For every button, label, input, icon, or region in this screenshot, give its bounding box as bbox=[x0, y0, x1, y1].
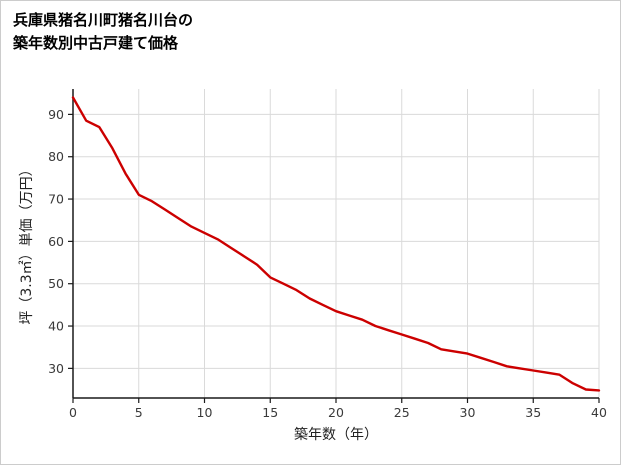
x-tick-label: 5 bbox=[135, 405, 143, 420]
y-tick-label: 90 bbox=[48, 107, 64, 122]
chart-title: 兵庫県猪名川町猪名川台の 築年数別中古戸建て価格 bbox=[13, 9, 193, 56]
y-tick-label: 60 bbox=[48, 234, 64, 249]
y-tick-label: 70 bbox=[48, 192, 64, 207]
chart-title-line1: 兵庫県猪名川町猪名川台の bbox=[13, 11, 194, 29]
x-tick-label: 0 bbox=[69, 405, 77, 420]
x-tick-label: 25 bbox=[394, 405, 410, 420]
y-tick-label: 80 bbox=[48, 149, 64, 164]
x-axis-title: 築年数（年） bbox=[294, 427, 378, 443]
x-tick-label: 30 bbox=[460, 405, 476, 420]
x-tick-label: 10 bbox=[197, 405, 213, 420]
y-tick-label: 50 bbox=[48, 276, 64, 291]
chart-title-line2: 築年数別中古戸建て価格 bbox=[13, 34, 179, 53]
x-tick-label: 40 bbox=[591, 405, 607, 420]
x-tick-label: 20 bbox=[328, 405, 344, 420]
x-tick-label: 35 bbox=[525, 405, 541, 420]
price-line-series bbox=[71, 96, 601, 392]
x-tick-label: 15 bbox=[262, 405, 278, 420]
y-tick-label: 40 bbox=[48, 319, 64, 334]
y-axis-title: 坪（3.3㎡）単価（万円） bbox=[19, 162, 35, 324]
y-tick-label: 30 bbox=[48, 361, 64, 376]
